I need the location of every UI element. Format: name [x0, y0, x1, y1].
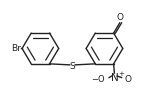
- Text: N: N: [111, 73, 118, 83]
- Text: S: S: [70, 62, 75, 71]
- Text: Br: Br: [11, 44, 20, 53]
- Text: −O: −O: [91, 75, 104, 84]
- Text: O: O: [117, 13, 124, 22]
- Text: +: +: [118, 71, 124, 77]
- Text: O: O: [124, 75, 131, 84]
